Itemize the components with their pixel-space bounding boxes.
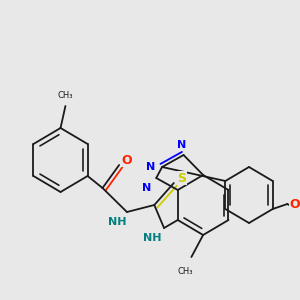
Text: NH: NH [108,217,126,227]
Text: O: O [290,197,300,211]
Text: N: N [177,140,186,150]
Text: N: N [142,183,151,193]
Text: NH: NH [143,233,162,243]
Text: N: N [146,162,155,172]
Text: CH₃: CH₃ [58,91,73,100]
Text: S: S [177,172,186,184]
Text: O: O [122,154,132,166]
Text: CH₃: CH₃ [178,267,193,276]
